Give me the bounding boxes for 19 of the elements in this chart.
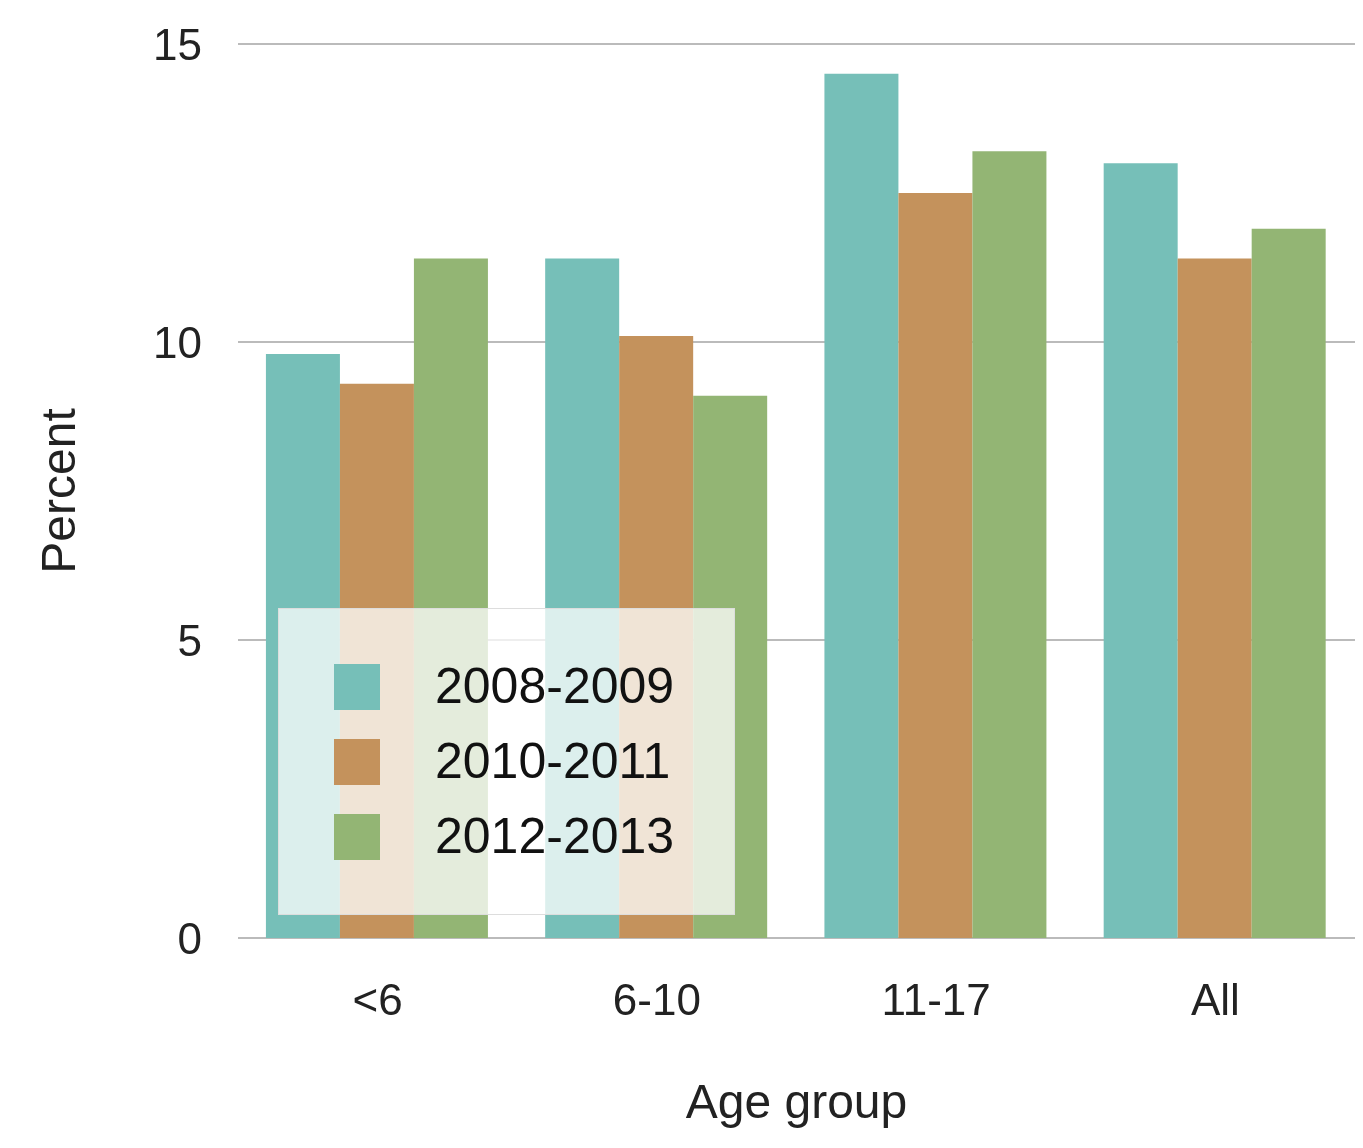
bar bbox=[1103, 163, 1178, 938]
bar bbox=[972, 151, 1047, 938]
legend-label: 2008-2009 bbox=[435, 657, 675, 716]
bar bbox=[1251, 228, 1326, 938]
y-tick-label: 0 bbox=[177, 913, 202, 963]
bar bbox=[898, 193, 973, 938]
bar bbox=[1177, 258, 1252, 938]
y-tick-label: 5 bbox=[177, 615, 202, 665]
legend-label: 2012-2013 bbox=[435, 807, 675, 866]
x-tick-label: All bbox=[1190, 975, 1240, 1025]
x-axis-title: Age group bbox=[685, 1075, 908, 1128]
y-tick-label: 15 bbox=[153, 19, 202, 69]
bar bbox=[824, 73, 899, 938]
legend-label: 2010-2011 bbox=[435, 732, 671, 791]
x-tick-label: <6 bbox=[352, 975, 403, 1025]
y-tick-label: 10 bbox=[153, 317, 202, 367]
x-tick-label: 6-10 bbox=[612, 975, 701, 1025]
y-axis-title: Percent bbox=[32, 408, 86, 574]
x-tick-label: 11-17 bbox=[881, 975, 991, 1025]
